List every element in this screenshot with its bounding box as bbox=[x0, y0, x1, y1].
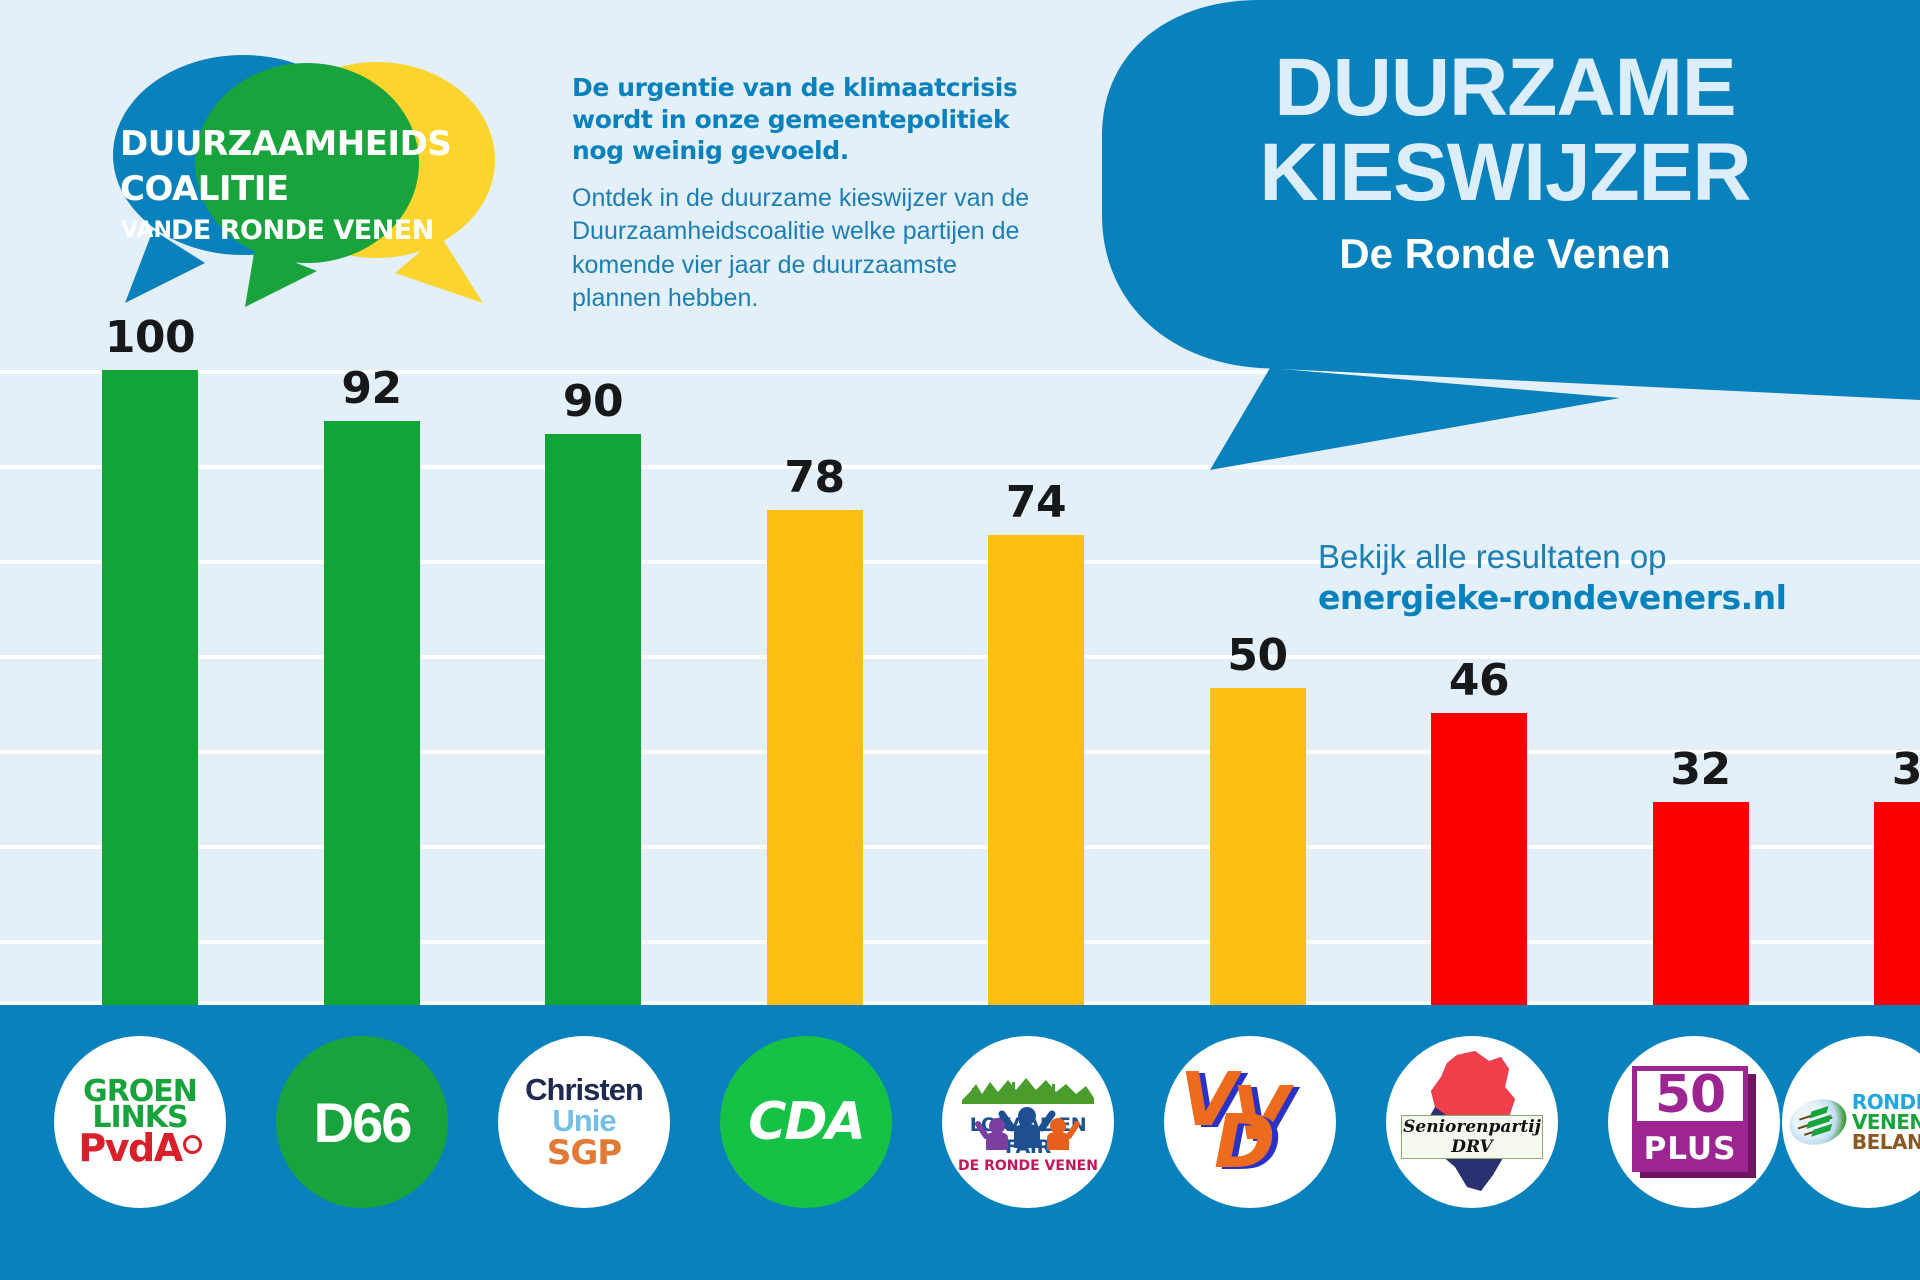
bar-group[interactable]: 74 bbox=[988, 481, 1084, 1005]
logo-line3-small: VAN bbox=[121, 218, 172, 243]
party-logo-50plus[interactable]: 50 PLUS bbox=[1608, 1036, 1780, 1208]
bar-rect bbox=[766, 509, 863, 1005]
gl-pvda-line3-text: PvdA bbox=[78, 1125, 183, 1170]
party-logo-groenlinks-pvda[interactable]: GROEN LINKS PvdA bbox=[54, 1036, 226, 1208]
cda-text: CDA bbox=[748, 1092, 866, 1152]
bar-rect bbox=[988, 535, 1084, 1005]
gridline bbox=[0, 465, 1920, 469]
vvd-letter-3: D bbox=[1214, 1099, 1276, 1185]
bar-group[interactable]: 92 bbox=[323, 362, 420, 1005]
party-logo-d66[interactable]: D66 bbox=[276, 1036, 448, 1208]
bar-rect bbox=[1431, 712, 1527, 1005]
bar-rect bbox=[545, 433, 641, 1005]
rvb-line1: RONDE bbox=[1851, 1090, 1920, 1114]
party-logo-lokaal-en-fair[interactable]: LOKAAL EN FAIR DE RONDE VENEN bbox=[942, 1036, 1114, 1208]
rvb-oval-icon bbox=[1783, 1092, 1853, 1152]
bar-rect bbox=[1652, 801, 1749, 1005]
bar-group[interactable]: 78 bbox=[766, 451, 863, 1005]
duurzaamheidscoalitie-logo: DUURZAAMHEIDS COALITIE VAN DE RONDE VENE… bbox=[95, 35, 515, 315]
bar-rect bbox=[1209, 687, 1306, 1005]
intro-text-block: De urgentie van de klimaatcrisis wordt i… bbox=[572, 72, 1042, 316]
gl-pvda-line2: LINKS bbox=[92, 1100, 188, 1136]
lef-line2: DE RONDE VENEN bbox=[958, 1158, 1098, 1174]
fifty-box-top bbox=[1632, 1066, 1748, 1126]
gridline bbox=[0, 845, 1920, 849]
bar-group[interactable]: 32 bbox=[1874, 743, 1920, 1005]
party-logo-vvd[interactable]: V V V V D D bbox=[1164, 1036, 1336, 1208]
green-speech-bubble bbox=[195, 63, 419, 307]
bar-group[interactable]: 100 bbox=[102, 316, 198, 1005]
bar-value-label: 50 bbox=[1227, 629, 1288, 681]
party-logo-cda[interactable]: CDA bbox=[720, 1036, 892, 1208]
sgp-line3: SGP bbox=[546, 1133, 622, 1173]
chart-plot-area bbox=[0, 370, 1920, 1005]
bar-rect bbox=[323, 420, 420, 1005]
gridline bbox=[0, 1001, 1920, 1005]
gl-pvda-line3: PvdA bbox=[78, 1129, 202, 1167]
drv-label: Seniorenpartij DRV bbox=[1401, 1115, 1543, 1159]
logo-line1: DUURZAAMHEIDS bbox=[120, 124, 451, 164]
bar-rect bbox=[1874, 801, 1920, 1005]
cta-url-link[interactable]: energieke-rondeveners.nl bbox=[1318, 578, 1787, 618]
rvb-line2: VENEN bbox=[1851, 1110, 1920, 1134]
party-logo-christenunie-sgp[interactable]: Christen Unie SGP bbox=[498, 1036, 670, 1208]
logo-line2: COALITIE bbox=[120, 169, 289, 209]
skyline-people-icon bbox=[952, 1070, 1104, 1150]
bar-value-label: 92 bbox=[341, 362, 402, 414]
gridline bbox=[0, 560, 1920, 564]
bar-group[interactable]: 32 bbox=[1652, 743, 1749, 1005]
cta-block: Bekijk alle resultaten op energieke-rond… bbox=[1318, 536, 1787, 619]
party-logos-footer: GROEN LINKS PvdA D66 Christen Unie SGP C… bbox=[0, 1005, 1920, 1280]
rvb-line3: BELANG bbox=[1851, 1130, 1920, 1154]
party-logo-seniorenpartij-drv[interactable]: Seniorenpartij DRV bbox=[1386, 1036, 1558, 1208]
gridline bbox=[0, 940, 1920, 944]
fifty-number: 50 bbox=[1654, 1065, 1726, 1125]
header-speech-bubble bbox=[1060, 0, 1920, 480]
bar-rect bbox=[102, 370, 198, 1005]
bar-group[interactable]: 90 bbox=[545, 375, 641, 1005]
intro-body: Ontdek in de duurzame kieswijzer van de … bbox=[572, 183, 1030, 313]
bar-group[interactable]: 50 bbox=[1209, 629, 1306, 1005]
bar-value-label: 90 bbox=[562, 375, 624, 427]
rose-icon bbox=[182, 1134, 202, 1154]
logo-line3-big: DE RONDE VENEN bbox=[171, 215, 434, 246]
d66-text: D66 bbox=[313, 1090, 413, 1154]
gl-pvda-line1: GROEN bbox=[83, 1073, 198, 1109]
vvd-letter-3-shadow: D bbox=[1220, 1101, 1282, 1187]
vvd-letter-2-shadow: V bbox=[1238, 1073, 1296, 1159]
bar-value-label: 32 bbox=[1670, 743, 1731, 795]
bar-chart: 100 92 90 78 74 50 46 32 32 bbox=[102, 316, 1920, 1005]
gridline bbox=[0, 655, 1920, 659]
cu-line1: Christen bbox=[525, 1072, 644, 1107]
vvd-letter-1-shadow: V bbox=[1186, 1059, 1244, 1145]
bar-group[interactable]: 46 bbox=[1431, 654, 1527, 1005]
bar-value-label: 32 bbox=[1891, 743, 1920, 795]
bar-value-label: 74 bbox=[1005, 477, 1067, 529]
vvd-letter-2: V bbox=[1232, 1071, 1290, 1157]
bar-value-label: 78 bbox=[784, 451, 845, 503]
vvd-letter-1: V bbox=[1180, 1057, 1238, 1143]
cta-line1: Bekijk alle resultaten op bbox=[1318, 538, 1667, 575]
intro-lead: De urgentie van de klimaatcrisis wordt i… bbox=[572, 73, 1018, 165]
bar-value-label: 100 bbox=[104, 312, 196, 363]
fifty-box-bottom bbox=[1632, 1126, 1748, 1172]
gridline bbox=[0, 750, 1920, 754]
cu-line2: Unie bbox=[552, 1103, 616, 1138]
party-logo-ronde-venen-belang[interactable]: RONDE VENEN BELANG bbox=[1782, 1036, 1920, 1208]
gridline bbox=[0, 370, 1920, 374]
bar-value-label: 46 bbox=[1448, 654, 1510, 706]
fifty-plus-text: PLUS bbox=[1643, 1131, 1737, 1167]
